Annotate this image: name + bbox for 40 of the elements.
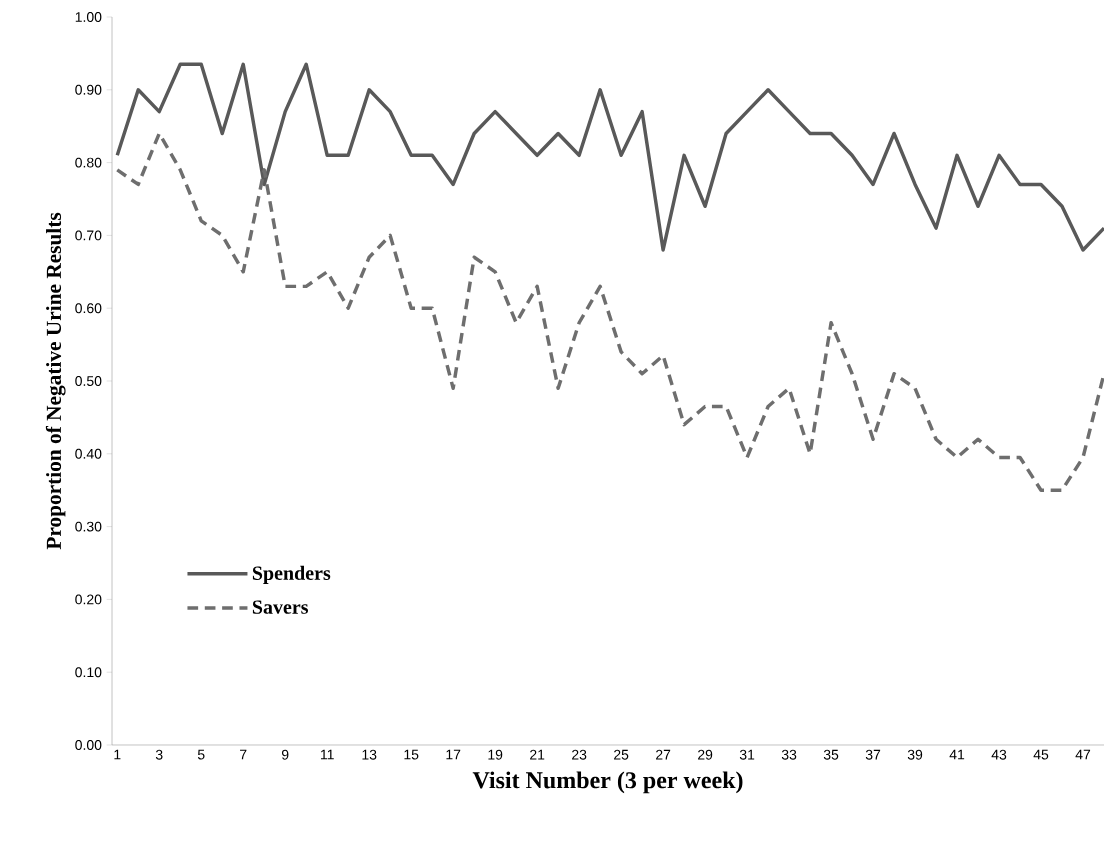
- x-tick-label: 11: [321, 749, 334, 760]
- x-tick-label: 39: [907, 749, 923, 760]
- x-tick-label: 13: [362, 749, 377, 760]
- x-tick-label: 3: [155, 749, 163, 760]
- y-tick-label: 0.90: [75, 84, 102, 95]
- y-tick-label: 0.40: [75, 448, 102, 459]
- y-tick-label: 0.20: [75, 594, 102, 605]
- x-tick-label: 45: [1033, 749, 1049, 760]
- x-tick-label: 21: [530, 749, 545, 760]
- x-tick-label: 25: [614, 749, 629, 760]
- x-tick-label: 19: [488, 749, 503, 760]
- x-tick-label: 47: [1075, 749, 1091, 760]
- line-series: [115, 131, 1105, 492]
- legend-label: Savers: [252, 600, 309, 614]
- x-tick-label: 27: [656, 749, 671, 760]
- x-tick-label: 35: [823, 749, 839, 760]
- y-tick-label: 1.00: [75, 12, 102, 22]
- x-tick-label: 1: [114, 749, 121, 760]
- x-tick-label: 29: [698, 749, 713, 760]
- x-tick-label: 9: [281, 749, 289, 760]
- y-tick-label: 0.60: [75, 303, 102, 314]
- y-tick-label: 0.10: [75, 667, 102, 678]
- x-tick-label: 33: [781, 749, 797, 760]
- x-tick-label: 23: [572, 749, 587, 760]
- y-tick-label: 0.30: [75, 521, 102, 532]
- x-tick-label: 15: [404, 749, 419, 760]
- x-tick-label: 41: [949, 749, 965, 760]
- y-axis-title: Proportion of Negative Urine Results: [45, 212, 66, 550]
- y-tick-label: 0.00: [75, 740, 102, 750]
- x-tick-label: 7: [240, 749, 247, 760]
- x-tick-label: 31: [739, 749, 755, 760]
- y-tick-label: 0.50: [75, 376, 102, 386]
- x-tick-label: 5: [197, 749, 205, 760]
- x-tick-label: 17: [446, 749, 461, 760]
- x-tick-label: 37: [865, 749, 881, 760]
- legend-label: Spenders: [252, 565, 331, 584]
- x-tick-label: 43: [991, 749, 1007, 760]
- y-tick-label: 0.80: [75, 157, 102, 168]
- y-tick-label: 0.70: [75, 230, 102, 241]
- x-axis-title: Visit Number (3 per week): [472, 771, 743, 794]
